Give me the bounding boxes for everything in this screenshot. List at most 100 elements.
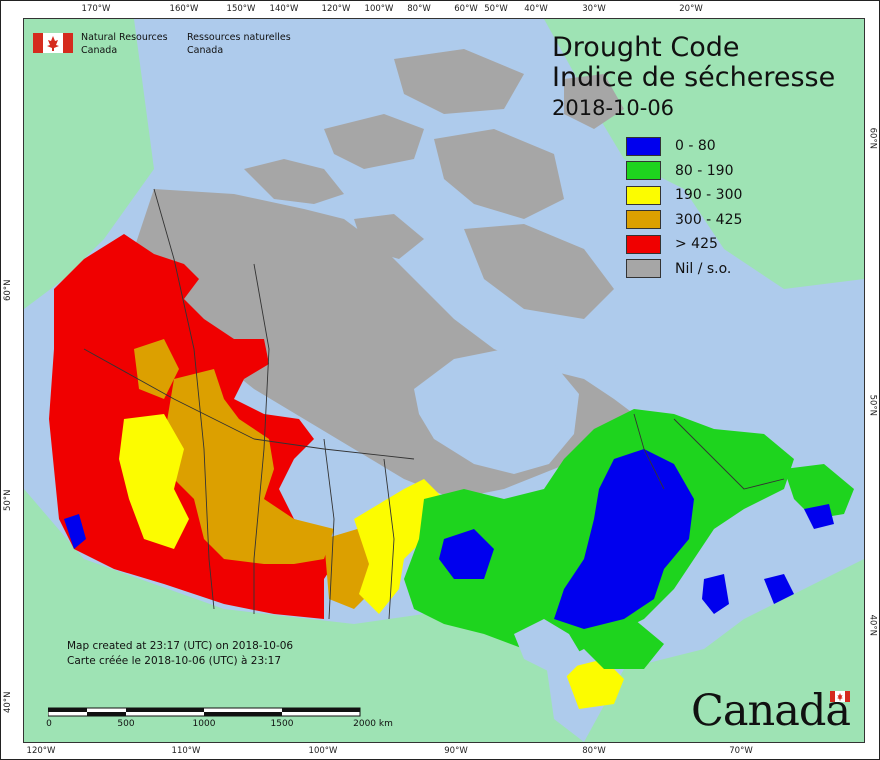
neighbouring-land: [24, 19, 864, 742]
scale-label: 0: [46, 719, 52, 729]
arctic-island: [434, 129, 564, 219]
class-80-190: [584, 619, 664, 669]
tick-label: 30°W: [582, 4, 606, 14]
arctic-island: [394, 49, 524, 114]
boundary-line: [83, 348, 415, 460]
tick-label: 100°W: [308, 746, 338, 756]
tick-label: 90°W: [444, 746, 468, 756]
tick-label: 140°W: [269, 4, 299, 14]
class-0-80: [764, 574, 794, 604]
map-title-block: Drought Code Indice de sécheresse 2018-1…: [552, 33, 835, 123]
credit-fr: Carte créée le 2018-10-06 (UTC) à 23:17: [67, 655, 282, 667]
tick-label: 40°W: [524, 4, 548, 14]
tick-label: 160°W: [169, 4, 199, 14]
legend-swatch: [626, 210, 661, 230]
tick-label: 70°W: [729, 746, 753, 756]
drought-fill: [49, 234, 854, 709]
tick-label: 60°N: [3, 279, 13, 301]
class-0-80: [64, 514, 86, 549]
legend-item: 190 - 300: [626, 183, 742, 208]
legend-swatch: [626, 185, 661, 205]
boundary-line: [323, 438, 335, 620]
legend-label: 300 - 425: [675, 211, 743, 228]
tick-label: 40°N: [3, 691, 13, 713]
arctic-island: [464, 224, 614, 319]
tick-label: 110°W: [171, 746, 201, 756]
scale-label: 2000 km: [353, 719, 393, 729]
tick-label: 50°N: [867, 394, 877, 416]
arctic-island: [564, 74, 624, 129]
boundary-line: [253, 263, 270, 614]
boundary-line: [633, 413, 665, 490]
agency-line: Canada: [187, 45, 224, 56]
tick-label: 50°N: [3, 489, 13, 511]
credit-en: Map created at 23:17 (UTC) on 2018-10-06: [67, 640, 294, 652]
legend-swatch: [626, 161, 661, 181]
canada-wordmark: Canada: [691, 686, 851, 736]
map-credits: Map created at 23:17 (UTC) on 2018-10-06…: [67, 639, 293, 669]
arctic-island: [354, 214, 424, 259]
class-0-80: [439, 529, 494, 579]
great-lakes: [514, 619, 584, 679]
tick-label: 170°W: [81, 4, 111, 14]
wordmark-text: Canada: [691, 686, 851, 736]
legend-item: > 425: [626, 232, 742, 257]
agency-line: Natural Resources: [81, 32, 168, 43]
legend-item: 0 - 80: [626, 134, 742, 159]
arctic-island: [324, 114, 424, 169]
scale-label: 1500: [270, 719, 294, 729]
alaska-land: [24, 19, 154, 309]
tick-label: 60°W: [454, 4, 478, 14]
map-title-fr: Indice de sécheresse: [552, 62, 836, 93]
tick-label: 120°W: [26, 746, 56, 756]
scale-bar-graphic: [47, 707, 361, 717]
boundary-line: [673, 418, 785, 490]
drought-map: [23, 18, 865, 743]
tick-label: 20°W: [679, 4, 703, 14]
map-title-en: Drought Code: [552, 32, 740, 63]
legend-label: Nil / s.o.: [675, 260, 732, 277]
legend-swatch: [626, 259, 661, 279]
tick-label: 60°N: [867, 127, 877, 149]
class-0-80: [804, 504, 834, 529]
tick-label: 50°W: [484, 4, 508, 14]
legend-label: 190 - 300: [675, 187, 743, 204]
tick-label: 100°W: [364, 4, 394, 14]
class-80-190: [784, 464, 854, 519]
legend-label: 0 - 80: [675, 138, 716, 155]
hudson-bay: [414, 349, 579, 474]
usa-east-land: [584, 559, 864, 742]
scale-label: 1000: [192, 719, 216, 729]
wordmark-flag-icon: [830, 691, 851, 702]
class-300-425: [164, 369, 334, 564]
map-date: 2018-10-06: [552, 96, 675, 120]
arctic-island: [244, 159, 344, 204]
legend-item: Nil / s.o.: [626, 257, 742, 282]
legend-swatch: [626, 136, 661, 156]
legend: 0 - 80 80 - 190 190 - 300 300 - 425 > 425 Nil…: [626, 134, 742, 281]
tick-label: 80°W: [582, 746, 606, 756]
map-svg: [24, 19, 864, 742]
scale-label: 500: [117, 719, 135, 729]
tick-label: 40°N: [867, 614, 877, 636]
class-190-300: [564, 659, 624, 709]
province-boundaries: [83, 188, 785, 620]
class-0-80: [702, 574, 729, 614]
boundary-line: [383, 458, 395, 620]
canada-flag-icon: [33, 33, 73, 53]
legend-label: > 425: [675, 236, 718, 253]
class-0-80: [554, 449, 694, 629]
agency-line: Ressources naturelles: [187, 32, 291, 43]
agency-name-en: Natural Resources Canada: [81, 31, 168, 57]
agency-line: Canada: [81, 45, 118, 56]
boundary-line: [153, 188, 215, 610]
usa-land: [24, 489, 584, 742]
legend-item: 80 - 190: [626, 159, 742, 184]
tick-label: 80°W: [407, 4, 431, 14]
legend-label: 80 - 190: [675, 162, 734, 179]
scale-bar: 0 500 1000 1500 2000 km: [46, 705, 393, 729]
tick-label: 150°W: [226, 4, 256, 14]
class-300-425: [134, 339, 179, 399]
class-190-300: [354, 479, 444, 614]
